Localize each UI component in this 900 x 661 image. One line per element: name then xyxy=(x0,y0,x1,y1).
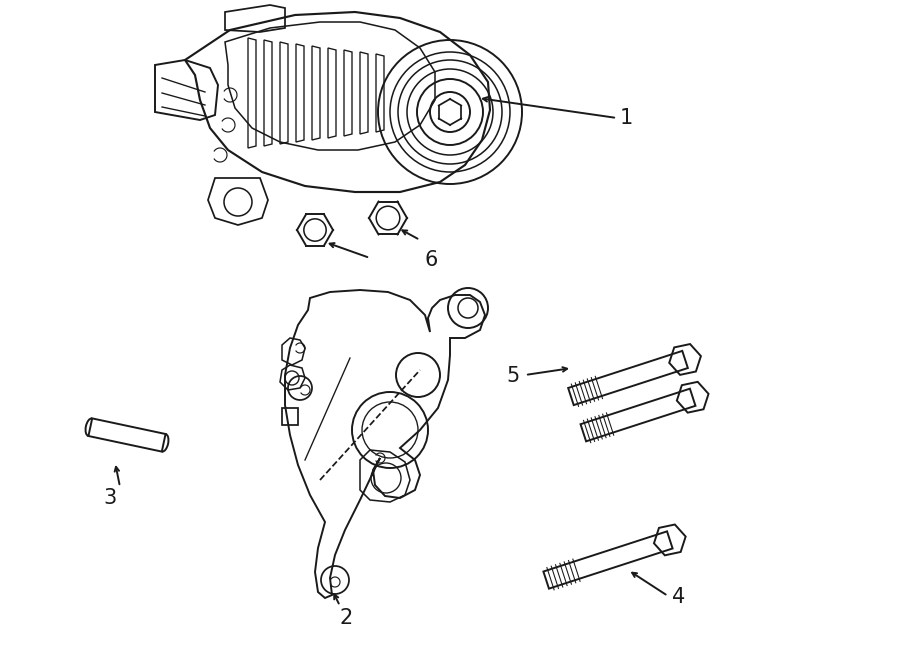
Text: 2: 2 xyxy=(339,608,353,628)
Text: 6: 6 xyxy=(425,250,438,270)
Text: 1: 1 xyxy=(620,108,634,128)
Text: 5: 5 xyxy=(507,366,520,386)
Text: 4: 4 xyxy=(672,587,685,607)
Text: 3: 3 xyxy=(104,488,117,508)
